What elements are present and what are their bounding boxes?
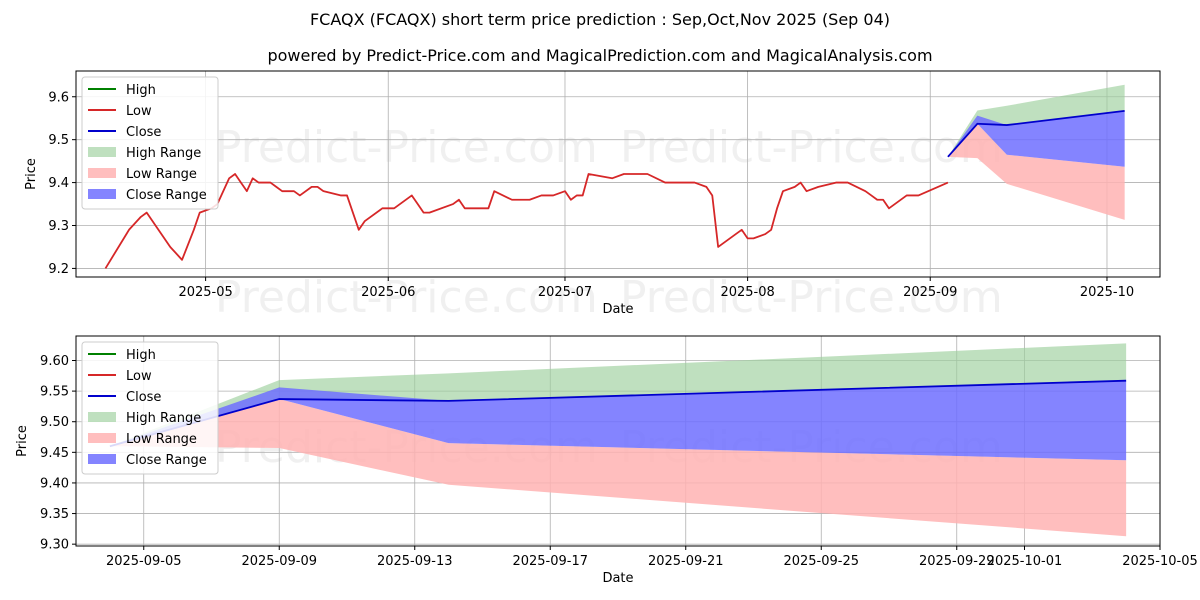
legend-swatch-patch — [88, 454, 116, 464]
watermark-0: Predict-Price.com — [215, 122, 598, 173]
x-tick-label: 2025-09-09 — [241, 554, 317, 569]
y-tick-label: 9.40 — [40, 476, 69, 491]
high-range-band — [109, 343, 1127, 447]
x-tick-label: 2025-05 — [178, 285, 232, 300]
x-tick-label: 2025-10-05 — [1122, 554, 1198, 569]
x-tick-label: 2025-06 — [361, 285, 415, 300]
legend-label: Close — [126, 125, 161, 140]
legend-label: Close — [126, 390, 161, 405]
x-tick-label: 2025-10-01 — [987, 554, 1063, 569]
low-range-band — [109, 399, 1127, 537]
legend-label: Low Range — [126, 167, 197, 182]
x-tick-label: 2025-09-25 — [783, 554, 859, 569]
x-tick-label: 2025-09 — [903, 285, 957, 300]
chart-title: FCAQX (FCAQX) short term price predictio… — [309, 10, 891, 29]
legend-swatch-patch — [88, 433, 116, 443]
watermark-1: Predict-Price.com — [620, 122, 1003, 173]
legend-label: High Range — [126, 146, 201, 161]
axes-frame — [75, 70, 1161, 278]
legend-label: Close Range — [126, 188, 207, 203]
watermark-2: Predict-Price.com — [215, 272, 598, 323]
y-tick-label: 9.60 — [40, 354, 69, 369]
legend-label: High — [126, 83, 156, 98]
x-tick-label: 2025-09-13 — [377, 554, 453, 569]
legend-swatch-patch — [88, 168, 116, 178]
legend-swatch-patch — [88, 189, 116, 199]
x-tick-label: 2025-10 — [1080, 285, 1134, 300]
low-series-line — [104, 173, 949, 269]
x-tick-label: 2025-09-05 — [106, 554, 182, 569]
y-tick-label: 9.4 — [48, 176, 69, 191]
x-tick-label: 2025-09-17 — [512, 554, 588, 569]
legend-label: Low Range — [126, 432, 197, 447]
y-tick-label: 9.3 — [48, 219, 69, 234]
y-tick-label: 9.55 — [40, 385, 69, 400]
x-tick-label: 2025-09-29 — [919, 554, 995, 569]
y-tick-label: 9.30 — [40, 538, 69, 553]
legend-label: Low — [126, 104, 152, 119]
y-tick-label: 9.6 — [48, 90, 69, 105]
axes-frame — [75, 335, 1161, 547]
watermark-3: Predict-Price.com — [620, 272, 1003, 323]
y-tick-label: 9.35 — [40, 507, 69, 522]
x-tick-label: 2025-08 — [720, 285, 774, 300]
legend-label: Close Range — [126, 453, 207, 468]
legend-swatch-patch — [88, 147, 116, 157]
x-axis-label: Date — [602, 302, 633, 317]
x-tick-label: 2025-09-21 — [648, 554, 724, 569]
x-tick-label: 2025-07 — [538, 285, 592, 300]
y-tick-label: 9.45 — [40, 446, 69, 461]
y-axis-label: Price — [15, 425, 30, 457]
chart-subtitle: powered by Predict-Price.com and Magical… — [267, 46, 933, 65]
legend-label: Low — [126, 369, 152, 384]
y-tick-label: 9.2 — [48, 262, 69, 277]
low-range-band — [947, 123, 1125, 220]
close-series-line — [947, 110, 1125, 158]
legend-label: High Range — [126, 411, 201, 426]
legend-swatch-patch — [88, 412, 116, 422]
y-tick-label: 9.50 — [40, 415, 69, 430]
y-tick-label: 9.5 — [48, 133, 69, 148]
y-axis-label: Price — [24, 158, 39, 190]
x-axis-label: Date — [602, 571, 633, 586]
plot-area — [104, 84, 1125, 269]
legend-label: High — [126, 348, 156, 363]
plot-area — [109, 343, 1127, 537]
